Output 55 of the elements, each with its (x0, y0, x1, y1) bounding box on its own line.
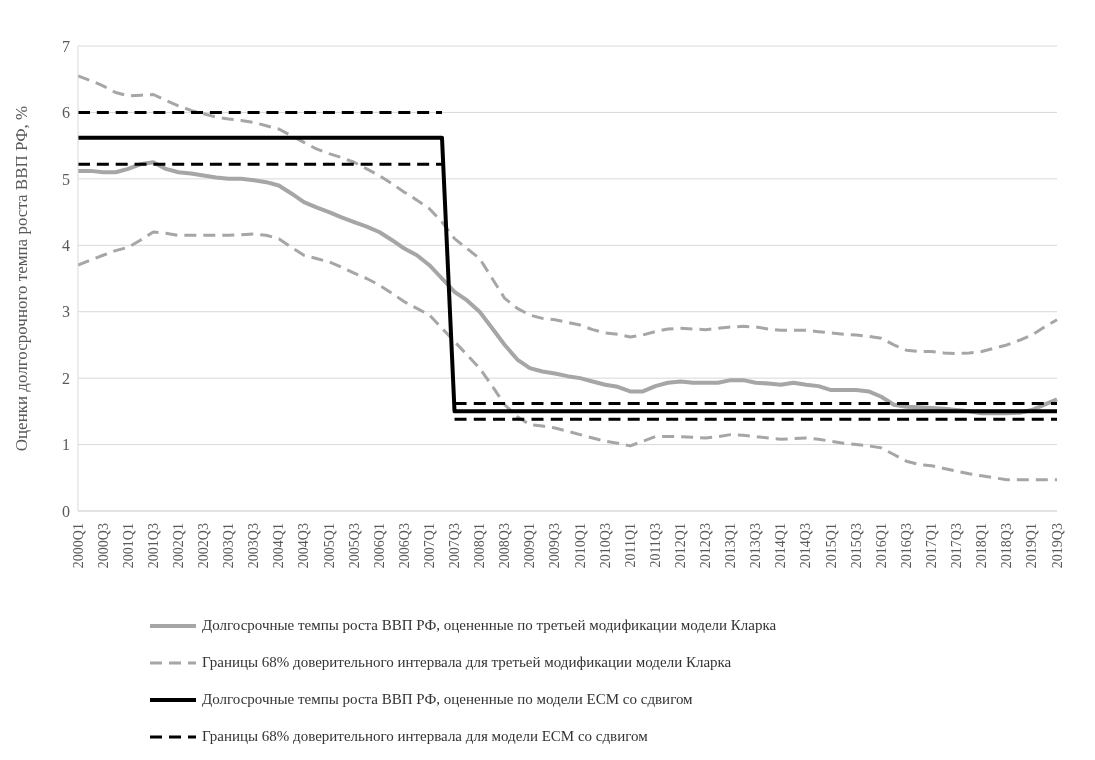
legend-label: Долгосрочные темпы роста ВВП РФ, оцененные по третьей модификации модели Кларка (202, 617, 777, 634)
legend-label: Границы 68% доверительного интервала для третьей модификации модели Кларка (202, 654, 732, 671)
y-tick-label: 6 (62, 104, 70, 122)
x-tick-label: 2006Q3 (396, 523, 412, 569)
x-tick-label: 2018Q1 (974, 523, 990, 569)
x-tick-label: 2009Q3 (547, 523, 563, 569)
x-tick-label: 2007Q1 (421, 523, 437, 569)
legend-label: Долгосрочные темпы роста ВВП РФ, оцененные по модели ECM со сдвигом (202, 691, 693, 708)
x-tick-label: 2010Q1 (572, 523, 588, 569)
x-tick-label: 2013Q3 (748, 523, 764, 569)
x-tick-label: 2007Q3 (447, 523, 463, 569)
x-tick-label: 2010Q3 (597, 523, 613, 569)
x-tick-label: 2012Q3 (698, 523, 714, 569)
x-tick-label: 2005Q3 (346, 523, 362, 569)
x-tick-label: 2011Q3 (647, 523, 663, 568)
x-tick-label: 2004Q3 (296, 523, 312, 569)
y-tick-label: 4 (62, 236, 70, 254)
x-tick-label: 2004Q1 (271, 523, 287, 569)
x-tick-label: 2011Q1 (622, 523, 638, 568)
x-tick-label: 2015Q1 (823, 523, 839, 569)
x-tick-label: 2016Q1 (873, 523, 889, 569)
x-tick-label: 2017Q3 (949, 523, 965, 569)
legend-label: Границы 68% доверительного интервала для модели ECM со сдвигом (202, 728, 648, 745)
x-tick-label: 2008Q1 (472, 523, 488, 569)
x-tick-label: 2000Q3 (95, 523, 111, 569)
x-tick-label: 2017Q1 (923, 523, 939, 569)
line-series (76, 74, 1059, 356)
y-tick-label: 3 (62, 303, 70, 321)
x-tick-label: 2012Q1 (672, 523, 688, 569)
y-tick-label: 0 (62, 502, 70, 520)
x-tick-label: 2014Q3 (798, 523, 814, 569)
x-tick-label: 2006Q1 (371, 523, 387, 569)
x-tick-label: 2002Q3 (196, 523, 212, 569)
x-tick-label: 2001Q1 (120, 523, 136, 569)
line-series (76, 230, 1059, 482)
y-tick-label: 1 (62, 436, 70, 454)
y-tick-label: 5 (62, 170, 70, 188)
x-tick-label: 2013Q1 (723, 523, 739, 569)
x-tick-label: 2019Q3 (1049, 523, 1065, 569)
y-axis-title: Оценки долгосрочного темпа роста ВВП РФ, % (12, 105, 32, 452)
x-tick-label: 2019Q1 (1024, 523, 1040, 569)
x-tick-label: 2005Q1 (321, 523, 337, 569)
x-tick-label: 2000Q1 (70, 523, 86, 569)
x-tick-label: 2014Q1 (773, 523, 789, 569)
x-tick-label: 2016Q3 (898, 523, 914, 569)
x-tick-label: 2009Q1 (522, 523, 538, 569)
x-tick-label: 2003Q1 (221, 523, 237, 569)
x-tick-label: 2003Q3 (246, 523, 262, 569)
y-tick-label: 7 (62, 37, 70, 55)
x-tick-label: 2001Q3 (145, 523, 161, 569)
x-tick-label: 2015Q3 (848, 523, 864, 569)
y-tick-label: 2 (62, 369, 70, 387)
x-tick-label: 2002Q1 (170, 523, 186, 569)
x-tick-label: 2008Q3 (497, 523, 513, 569)
x-tick-label: 2018Q3 (999, 523, 1015, 569)
